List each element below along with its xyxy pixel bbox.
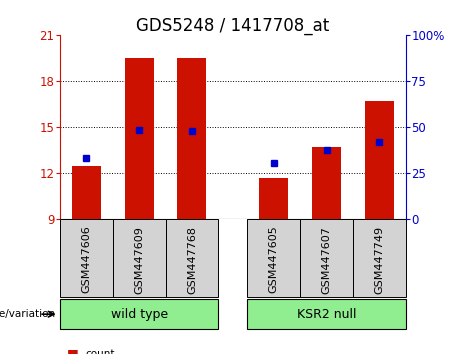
- Bar: [259, 178, 288, 219]
- Bar: [365, 101, 394, 219]
- Title: GDS5248 / 1417708_at: GDS5248 / 1417708_at: [136, 17, 330, 35]
- Text: GSM447749: GSM447749: [374, 226, 384, 294]
- Text: ■: ■: [67, 348, 78, 354]
- Text: GSM447609: GSM447609: [134, 226, 144, 293]
- FancyBboxPatch shape: [165, 219, 219, 297]
- Text: GSM447768: GSM447768: [187, 226, 197, 294]
- Text: wild type: wild type: [111, 308, 168, 321]
- Text: GSM447605: GSM447605: [269, 226, 279, 293]
- FancyBboxPatch shape: [353, 219, 406, 297]
- FancyBboxPatch shape: [300, 219, 353, 297]
- Bar: [312, 147, 341, 219]
- FancyBboxPatch shape: [247, 219, 300, 297]
- FancyBboxPatch shape: [247, 299, 406, 329]
- FancyBboxPatch shape: [113, 219, 165, 297]
- Bar: [124, 58, 154, 219]
- Text: KSR2 null: KSR2 null: [297, 308, 356, 321]
- Text: genotype/variation: genotype/variation: [0, 309, 55, 319]
- Text: GSM447607: GSM447607: [321, 226, 331, 293]
- Text: GSM447606: GSM447606: [81, 226, 91, 293]
- Bar: [72, 166, 101, 219]
- FancyBboxPatch shape: [60, 219, 113, 297]
- Text: count: count: [85, 349, 115, 354]
- Bar: [177, 58, 207, 219]
- FancyBboxPatch shape: [60, 299, 219, 329]
